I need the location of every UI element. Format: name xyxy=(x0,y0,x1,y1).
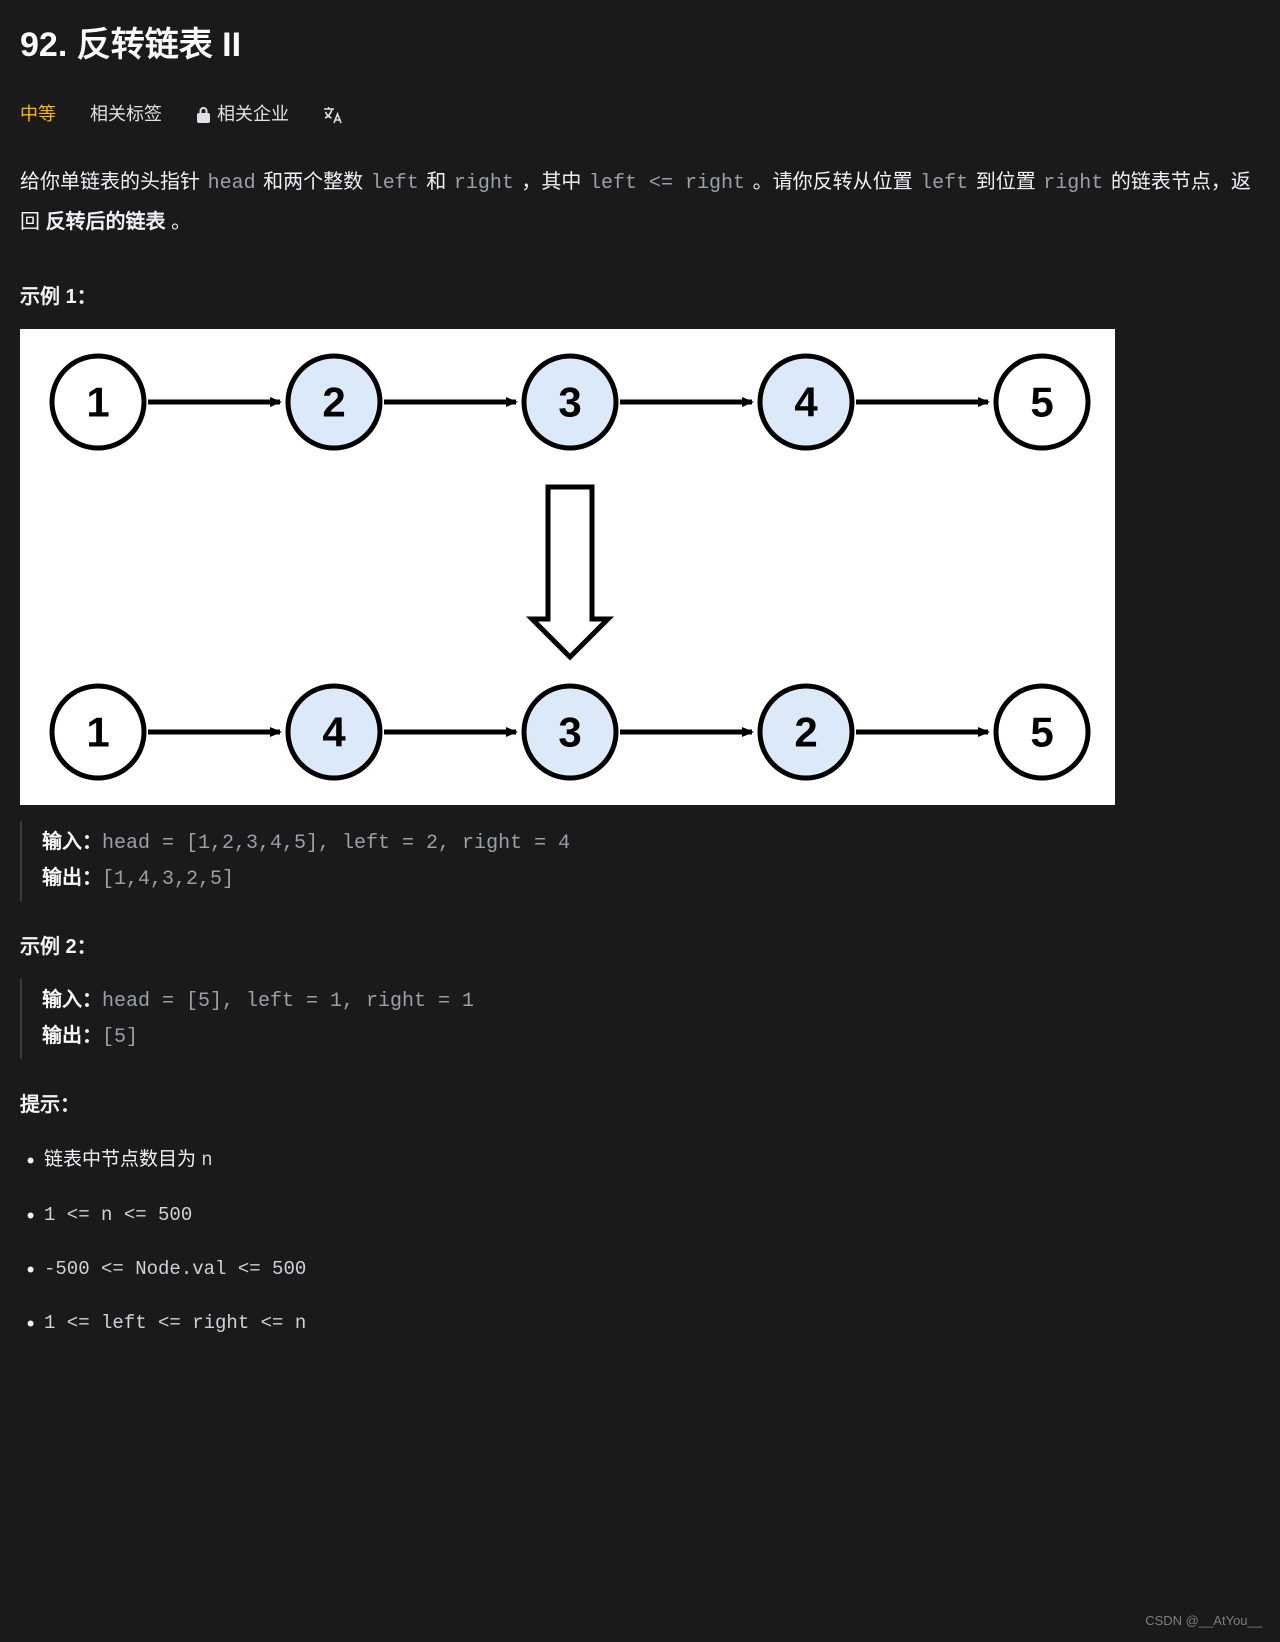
svg-text:5: 5 xyxy=(1030,709,1053,756)
problem-description: 给你单链表的头指针 head 和两个整数 left 和 right ，其中 le… xyxy=(20,163,1260,241)
input-value: head = [1,2,3,4,5], left = 2, right = 4 xyxy=(102,832,570,855)
hint-item: 1 <= n <= 500 xyxy=(20,1200,1260,1230)
tab-company[interactable]: 相关企业 xyxy=(196,100,289,129)
svg-text:3: 3 xyxy=(558,379,581,426)
svg-text:3: 3 xyxy=(558,709,581,756)
difficulty-badge: 中等 xyxy=(20,100,56,129)
input-label: 输入： xyxy=(42,831,102,853)
linked-list-diagram: 1 2 3 4 5 1 4 3 2 5 xyxy=(20,329,1115,805)
svg-text:2: 2 xyxy=(794,709,817,756)
desc-bold: 反转后的链表 xyxy=(46,211,166,233)
lock-icon xyxy=(196,107,211,123)
tab-tags[interactable]: 相关标签 xyxy=(90,100,162,129)
desc-seg: 。请你反转从位置 xyxy=(747,171,918,193)
desc-seg: 到位置 xyxy=(970,171,1041,193)
hint-item: 链表中节点数目为 n xyxy=(20,1145,1260,1175)
hint-code: 1 <= n <= 500 xyxy=(44,1204,192,1226)
desc-seg: 和 xyxy=(421,171,452,193)
example2-io: 输入：head = [5], left = 1, right = 1 输出：[5… xyxy=(20,979,1260,1059)
output-value: [5] xyxy=(102,1026,138,1049)
desc-code: left xyxy=(369,172,421,195)
hint-code: -500 <= Node.val <= 500 xyxy=(44,1258,306,1280)
desc-code: left xyxy=(918,172,970,195)
hints-list: 链表中节点数目为 n 1 <= n <= 500 -500 <= Node.val … xyxy=(20,1145,1260,1339)
svg-text:4: 4 xyxy=(794,379,818,426)
desc-seg: 。 xyxy=(166,211,192,233)
hint-plain: 链表中节点数目为 xyxy=(44,1149,201,1170)
example1-title: 示例 1： xyxy=(20,281,1260,313)
svg-text:4: 4 xyxy=(322,709,346,756)
hint-code: n xyxy=(201,1149,212,1171)
input-value: head = [5], left = 1, right = 1 xyxy=(102,990,474,1013)
desc-seg: 和两个整数 xyxy=(258,171,369,193)
desc-code: right xyxy=(452,172,516,195)
svg-text:1: 1 xyxy=(86,709,109,756)
svg-text:2: 2 xyxy=(322,379,345,426)
desc-code: left <= right xyxy=(587,172,747,195)
meta-row: 中等 相关标签 相关企业 xyxy=(20,100,1260,129)
output-label: 输出： xyxy=(42,867,102,889)
desc-code: head xyxy=(206,172,258,195)
output-label: 输出： xyxy=(42,1025,102,1047)
hint-item: 1 <= left <= right <= n xyxy=(20,1308,1260,1338)
svg-text:1: 1 xyxy=(86,379,109,426)
input-label: 输入： xyxy=(42,989,102,1011)
hint-item: -500 <= Node.val <= 500 xyxy=(20,1254,1260,1284)
translate-icon[interactable] xyxy=(323,106,343,124)
tab-company-label: 相关企业 xyxy=(217,100,289,129)
problem-title: 92. 反转链表 II xyxy=(20,18,1260,72)
desc-seg: 给你单链表的头指针 xyxy=(20,171,206,193)
hints-title: 提示： xyxy=(20,1089,1260,1121)
watermark: CSDN @__AtYou__ xyxy=(1145,1611,1262,1632)
example2-title: 示例 2： xyxy=(20,931,1260,963)
desc-seg: ，其中 xyxy=(516,171,587,193)
output-value: [1,4,3,2,5] xyxy=(102,868,234,891)
svg-text:5: 5 xyxy=(1030,379,1053,426)
hint-code: 1 <= left <= right <= n xyxy=(44,1312,306,1334)
example1-io: 输入：head = [1,2,3,4,5], left = 2, right =… xyxy=(20,821,1260,901)
desc-code: right xyxy=(1041,172,1105,195)
